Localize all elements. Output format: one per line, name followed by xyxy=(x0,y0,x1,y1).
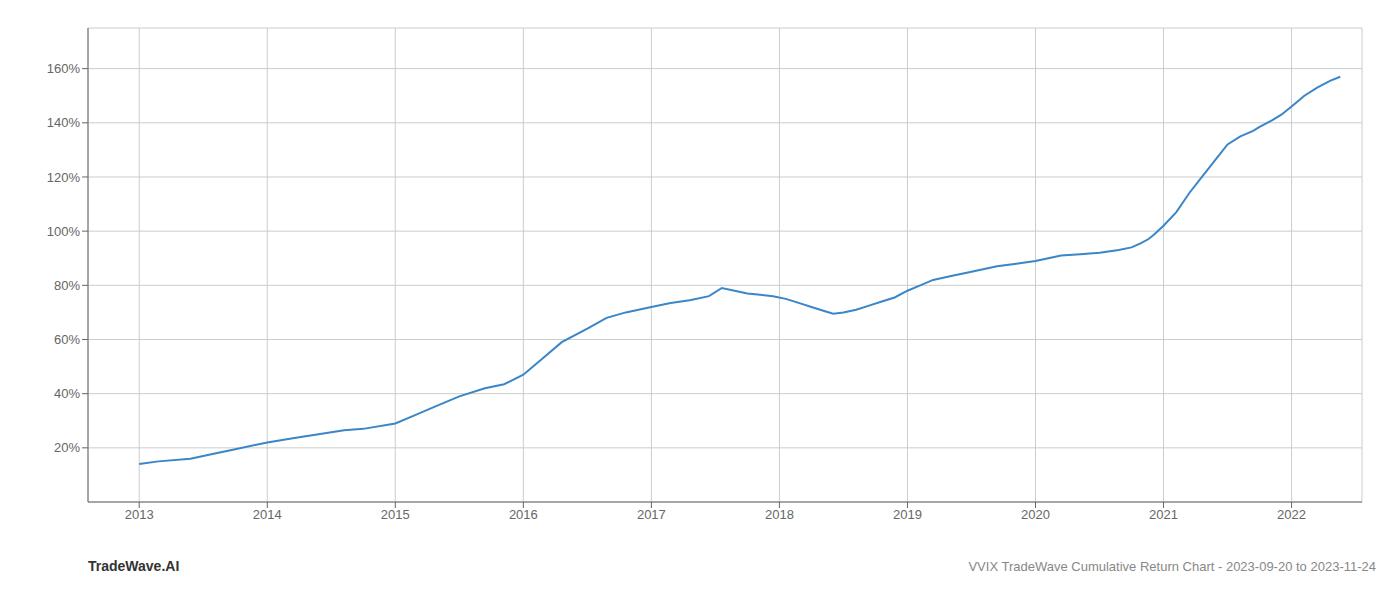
svg-text:100%: 100% xyxy=(47,224,81,239)
svg-text:2016: 2016 xyxy=(509,507,538,522)
svg-text:2021: 2021 xyxy=(1149,507,1178,522)
svg-text:2022: 2022 xyxy=(1277,507,1306,522)
svg-text:60%: 60% xyxy=(54,332,80,347)
svg-text:80%: 80% xyxy=(54,278,80,293)
svg-text:20%: 20% xyxy=(54,440,80,455)
svg-text:160%: 160% xyxy=(47,61,81,76)
svg-text:2014: 2014 xyxy=(253,507,282,522)
svg-text:140%: 140% xyxy=(47,115,81,130)
svg-text:2013: 2013 xyxy=(125,507,154,522)
svg-text:40%: 40% xyxy=(54,386,80,401)
svg-text:2019: 2019 xyxy=(893,507,922,522)
svg-text:2018: 2018 xyxy=(765,507,794,522)
html-text:VVIX TradeWave Cumulative Retu: VVIX TradeWave Cumulative Return Chart -… xyxy=(968,558,1376,574)
svg-text:120%: 120% xyxy=(47,170,81,185)
html-text:TradeWave.AI: TradeWave.AI xyxy=(88,558,180,574)
svg-text:2020: 2020 xyxy=(1021,507,1050,522)
svg-text:2017: 2017 xyxy=(637,507,666,522)
svg-text:2015: 2015 xyxy=(381,507,410,522)
